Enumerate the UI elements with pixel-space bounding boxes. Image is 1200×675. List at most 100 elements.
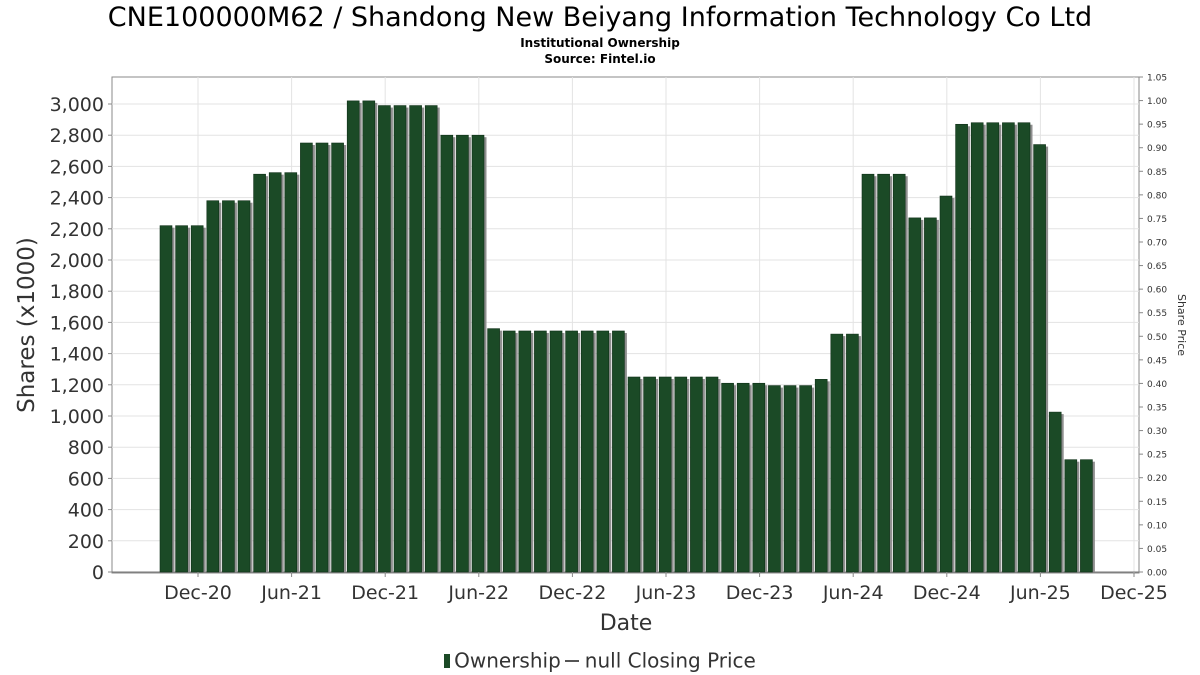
- y2-tick-label: 0.80: [1147, 191, 1167, 201]
- ownership-bar: [1033, 144, 1046, 573]
- y2-tick-label: 0.40: [1147, 380, 1167, 390]
- ownership-bar: [1080, 459, 1093, 573]
- ownership-bar: [612, 330, 625, 573]
- ownership-bar: [658, 376, 672, 573]
- ownership-bar: [674, 376, 688, 573]
- x-tick-label: Dec-24: [913, 582, 981, 604]
- x-tick-label: Jun-22: [447, 582, 509, 604]
- ownership-bar: [752, 382, 766, 573]
- chart-title: CNE100000M62 / Shandong New Beiyang Info…: [107, 2, 1093, 33]
- y2-axis-label: Share Price: [1175, 294, 1188, 356]
- ownership-bar: [908, 217, 922, 573]
- ownership-bar: [159, 225, 173, 573]
- y-tick-label: 2,000: [50, 250, 104, 272]
- ownership-bar: [892, 173, 906, 573]
- ownership-bar: [955, 123, 968, 573]
- x-tick-label: Dec-20: [164, 582, 232, 604]
- y-tick-label: 2,600: [50, 156, 104, 178]
- ownership-chart: 0 200 400 600 800 1,000 1,200 1,400 1,600 1,800 2,…: [14, 74, 1188, 637]
- ownership-bar: [986, 122, 1000, 573]
- y-tick-label: 2,400: [50, 188, 104, 210]
- y2-tick-label: 0.90: [1147, 144, 1167, 154]
- x-tick-label: Jun-23: [635, 582, 697, 604]
- ownership-bar: [456, 134, 469, 573]
- ownership-bar: [331, 142, 344, 573]
- ownership-bar: [596, 330, 610, 573]
- x-tick-label: Dec-25: [1100, 582, 1168, 604]
- ownership-bar: [409, 105, 422, 573]
- y2-tick-label: 1.05: [1147, 74, 1167, 84]
- ownership-bar: [378, 105, 391, 573]
- y-tick-label: 1,600: [50, 312, 104, 334]
- ownership-bar: [721, 382, 734, 573]
- ownership-bar: [268, 172, 282, 573]
- chart-source: Source: Fintel.io: [544, 52, 656, 66]
- legend: Ownership null Closing Price: [0, 647, 1200, 673]
- y-tick-label: 1,400: [50, 344, 104, 366]
- ownership-bar: [424, 105, 438, 573]
- ownership-bar: [393, 105, 407, 573]
- ownership-bar: [502, 330, 516, 573]
- ownership-bar: [534, 330, 547, 573]
- y2-tick-label: 0.70: [1147, 239, 1167, 249]
- ownership-bar: [939, 195, 953, 573]
- y-axis-left: 0 200 400 600 800 1,000 1,200 1,400 1,600 1,800 2,…: [50, 94, 112, 584]
- ownership-bar: [924, 217, 937, 573]
- x-tick-label: Jun-21: [260, 582, 322, 604]
- ownership-bar: [565, 330, 578, 573]
- ownership-bars: [159, 100, 1095, 573]
- ownership-bar: [846, 333, 859, 573]
- x-tick-label: Jun-25: [1009, 582, 1071, 604]
- y2-tick-label: 0.45: [1147, 356, 1167, 366]
- y2-tick-label: 0.15: [1147, 498, 1167, 508]
- ownership-bar: [861, 173, 875, 573]
- ownership-bar: [440, 134, 454, 573]
- y-tick-label: 1,800: [50, 281, 104, 303]
- y2-tick-label: 0.35: [1147, 404, 1167, 414]
- x-axis: Dec-20 Jun-21 Dec-21 Jun-22 Dec-22 Jun-23 Dec-…: [164, 573, 1168, 604]
- ownership-bar: [970, 122, 984, 573]
- ownership-bar: [315, 142, 329, 573]
- ownership-bar: [518, 330, 532, 573]
- x-tick-label: Dec-21: [351, 582, 419, 604]
- y2-tick-label: 1.00: [1147, 97, 1167, 107]
- ownership-bar: [487, 328, 500, 573]
- y-tick-label: 2,200: [50, 219, 104, 241]
- y-tick-label: 3,000: [50, 94, 104, 116]
- ownership-bar: [1048, 411, 1062, 573]
- ownership-bar: [799, 385, 812, 573]
- y2-tick-label: 0.50: [1147, 333, 1167, 343]
- ownership-bar: [284, 172, 298, 573]
- ownership-legend-label: Ownership: [454, 648, 561, 673]
- y-tick-label: 1,000: [50, 406, 104, 428]
- ownership-bar: [736, 382, 750, 573]
- y2-tick-label: 0.30: [1147, 427, 1167, 437]
- ownership-bar: [690, 376, 703, 573]
- ownership-bar: [1002, 122, 1015, 573]
- ownership-bar: [549, 330, 563, 573]
- y2-tick-label: 0.10: [1147, 521, 1167, 531]
- y-axis-right: 0.00 0.05 0.10 0.15 0.20 0.25 0.30 0.35 0.40 0.45…: [1139, 74, 1167, 579]
- ownership-bar: [237, 200, 251, 573]
- y-tick-label: 2,800: [50, 125, 104, 147]
- ownership-bar: [222, 200, 235, 573]
- ownership-bar: [175, 225, 188, 573]
- ownership-bar: [783, 385, 797, 573]
- ownership-bar: [346, 100, 360, 573]
- y-axis-label: Shares (x1000): [14, 237, 40, 413]
- price-legend-line: [564, 659, 579, 662]
- x-tick-label: Jun-24: [822, 582, 884, 604]
- ownership-legend-swatch: [444, 653, 451, 668]
- ownership-bar: [627, 376, 641, 573]
- ownership-bar: [830, 333, 844, 573]
- ownership-bar: [206, 200, 220, 573]
- y2-tick-label: 0.20: [1147, 474, 1167, 484]
- y-tick-label: 800: [68, 437, 104, 459]
- chart-subtitle: Institutional Ownership: [520, 36, 680, 50]
- ownership-bar: [362, 100, 376, 573]
- y-tick-label: 0: [92, 562, 104, 584]
- y2-tick-label: 0.00: [1147, 569, 1167, 579]
- y2-tick-label: 0.85: [1147, 168, 1167, 178]
- y2-tick-label: 0.65: [1147, 262, 1167, 272]
- x-tick-label: Dec-23: [726, 582, 794, 604]
